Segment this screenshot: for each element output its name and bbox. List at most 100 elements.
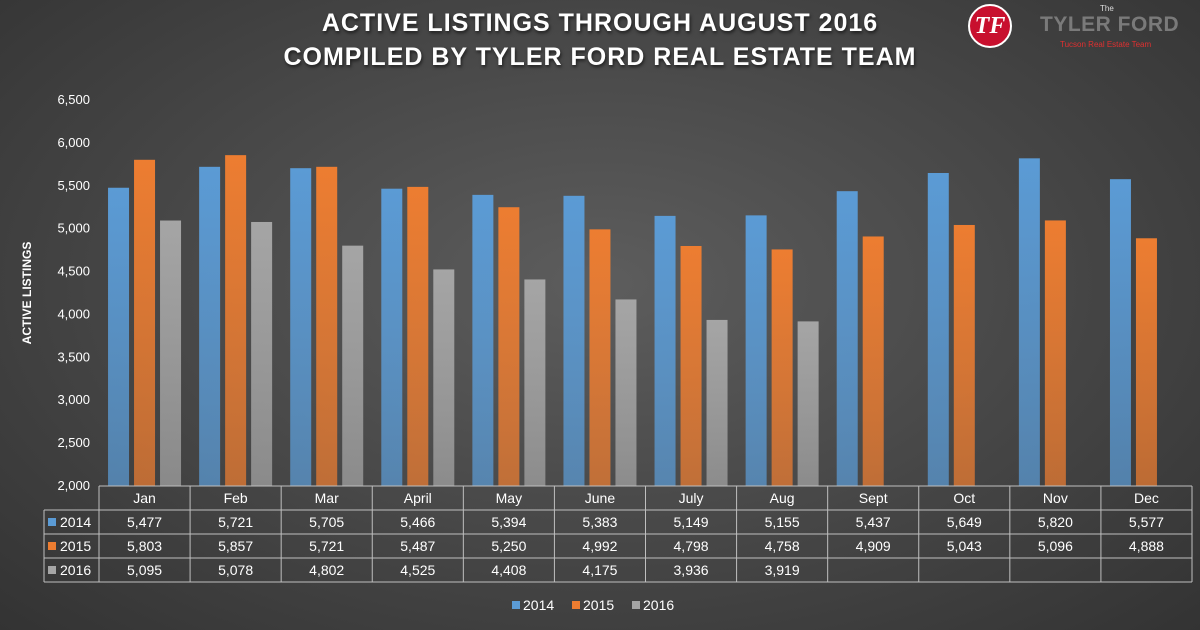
bar [953, 224, 975, 487]
y-tick-label: 5,000 [57, 221, 90, 236]
legend-label: 2015 [583, 597, 614, 613]
table-cell-value: 5,095 [127, 562, 162, 578]
bar [1109, 179, 1131, 486]
table-cell-value: 5,721 [309, 538, 344, 554]
bar [498, 207, 520, 486]
bar [524, 279, 546, 486]
table-cell-value: 5,487 [400, 538, 435, 554]
table-cell-value: 4,909 [856, 538, 891, 554]
x-category-label: Nov [1043, 490, 1068, 506]
bar [797, 321, 819, 486]
bar [407, 186, 429, 486]
table-cell-value: 5,649 [947, 514, 982, 530]
y-tick-label: 3,000 [57, 392, 90, 407]
bar [771, 249, 793, 486]
legend-swatch [632, 601, 640, 609]
table-series-swatch [48, 542, 56, 550]
bar [225, 155, 247, 487]
bar [433, 269, 455, 486]
y-tick-label: 2,000 [57, 478, 90, 493]
table-series-name: 2016 [60, 562, 91, 578]
table-cell-value: 3,919 [765, 562, 800, 578]
bar [134, 159, 156, 486]
table-series-swatch [48, 518, 56, 526]
title-line-1: ACTIVE LISTINGS THROUGH AUGUST 2016 [321, 9, 879, 37]
y-tick-label: 6,500 [57, 92, 90, 107]
y-tick-label: 4,500 [57, 264, 90, 279]
y-axis-label: ACTIVE LISTINGS [20, 242, 34, 345]
bar [615, 299, 637, 486]
table-cell-value: 4,758 [765, 538, 800, 554]
y-tick-label: 6,000 [57, 135, 90, 150]
bar [1018, 158, 1040, 486]
table-cell-value: 5,857 [218, 538, 253, 554]
bar [927, 172, 949, 486]
table-series-name: 2015 [60, 538, 91, 554]
table-cell-value: 5,803 [127, 538, 162, 554]
bar [381, 188, 403, 487]
legend-label: 2016 [643, 597, 674, 613]
bar [654, 215, 676, 486]
x-category-label: June [585, 490, 616, 506]
bar [199, 166, 221, 486]
x-category-label: Feb [224, 490, 248, 506]
x-category-label: Aug [770, 490, 795, 506]
table-cell-value: 5,043 [947, 538, 982, 554]
bar [862, 236, 884, 486]
table-cell-value: 4,992 [582, 538, 617, 554]
bar [836, 191, 858, 487]
y-tick-label: 5,500 [57, 178, 90, 193]
bar [706, 319, 728, 486]
table-cell-value: 5,466 [400, 514, 435, 530]
table-cell-value: 5,577 [1129, 514, 1164, 530]
chart-title: ACTIVE LISTINGS THROUGH AUGUST 2016 COMP… [0, 6, 1200, 74]
tf-logo-icon: TF [968, 4, 1012, 48]
table-cell-value: 4,408 [491, 562, 526, 578]
table-cell-value: 5,820 [1038, 514, 1073, 530]
logo-name: TYLER FORD [1040, 13, 1180, 36]
title-line-2: COMPILED BY TYLER FORD REAL ESTATE TEAM [283, 43, 917, 71]
x-category-label: Jan [133, 490, 156, 506]
legend-swatch [512, 601, 520, 609]
bar [589, 229, 611, 486]
bar [342, 245, 364, 486]
x-category-label: April [404, 490, 432, 506]
bar [290, 168, 312, 486]
x-category-label: Sept [859, 490, 888, 506]
table-cell-value: 4,802 [309, 562, 344, 578]
bar [563, 195, 585, 486]
table-cell-value: 5,721 [218, 514, 253, 530]
table-series-swatch [48, 566, 56, 574]
table-cell-value: 5,437 [856, 514, 891, 530]
table-cell-value: 5,155 [765, 514, 800, 530]
table-cell-value: 5,078 [218, 562, 253, 578]
x-category-label: May [496, 490, 522, 506]
table-cell-value: 4,175 [582, 562, 617, 578]
table-cell-value: 5,250 [491, 538, 526, 554]
y-tick-label: 2,500 [57, 435, 90, 450]
x-category-label: July [679, 490, 704, 506]
legend-label: 2014 [523, 597, 554, 613]
table-cell-value: 3,936 [674, 562, 709, 578]
table-cell-value: 4,888 [1129, 538, 1164, 554]
bar [108, 187, 130, 486]
bar [472, 194, 494, 486]
bar [251, 221, 273, 486]
legend-swatch [572, 601, 580, 609]
bar [316, 166, 338, 486]
x-category-label: Dec [1134, 490, 1159, 506]
table-cell-value: 5,096 [1038, 538, 1073, 554]
table-cell-value: 5,394 [491, 514, 526, 530]
logo-tagline: Tucson Real Estate Team [1060, 40, 1152, 49]
bar [160, 220, 182, 487]
x-category-label: Mar [315, 490, 339, 506]
bar [680, 245, 702, 486]
x-category-label: Oct [953, 490, 975, 506]
table-cell-value: 4,798 [674, 538, 709, 554]
table-cell-value: 5,383 [582, 514, 617, 530]
y-tick-label: 3,500 [57, 349, 90, 364]
y-tick-label: 4,000 [57, 306, 90, 321]
bar [1135, 238, 1157, 486]
table-cell-value: 5,477 [127, 514, 162, 530]
table-cell-value: 5,149 [674, 514, 709, 530]
